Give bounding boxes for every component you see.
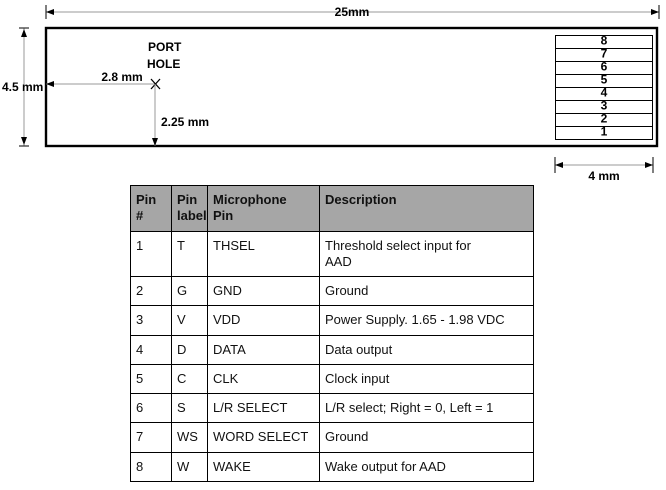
svg-text:PORT: PORT (148, 40, 182, 54)
svg-text:2.8 mm: 2.8 mm (101, 70, 142, 84)
svg-text:25mm: 25mm (335, 5, 370, 19)
svg-text:5: 5 (601, 73, 608, 87)
svg-text:2.25 mm: 2.25 mm (161, 115, 209, 129)
svg-text:3: 3 (601, 99, 608, 113)
svg-text:2: 2 (601, 112, 608, 126)
svg-text:1: 1 (601, 125, 608, 139)
svg-text:6: 6 (601, 60, 608, 74)
svg-text:4.5 mm: 4.5 mm (2, 80, 43, 94)
svg-text:4 mm: 4 mm (588, 169, 619, 183)
svg-text:8: 8 (601, 34, 608, 48)
svg-text:HOLE: HOLE (147, 57, 180, 71)
svg-text:7: 7 (601, 47, 608, 61)
svg-text:4: 4 (601, 86, 608, 100)
